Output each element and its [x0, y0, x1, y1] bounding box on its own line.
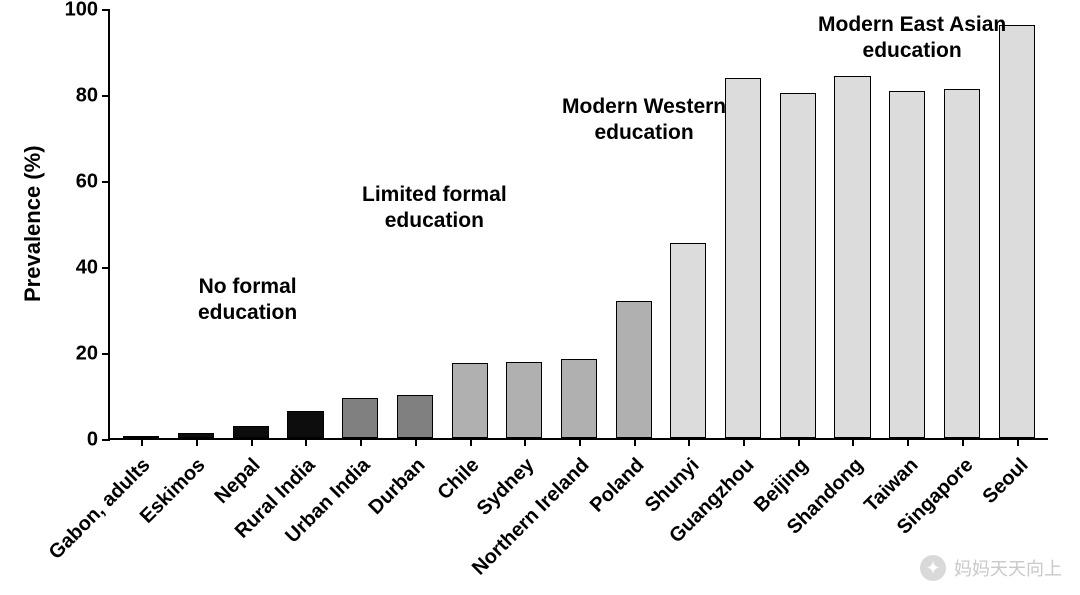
bar	[616, 301, 652, 438]
bar-slot	[989, 10, 1044, 438]
bar-slot	[606, 10, 661, 438]
bar	[342, 398, 378, 438]
bar	[506, 362, 542, 438]
watermark: ✦ 妈妈天天向上	[920, 555, 1062, 581]
bar	[834, 76, 870, 438]
x-tick	[524, 438, 526, 446]
bar	[452, 363, 488, 438]
bar	[999, 25, 1035, 438]
group-label: Modern Western education	[562, 94, 726, 147]
bar-slot	[825, 10, 880, 438]
y-tick-label: 40	[76, 257, 98, 280]
x-tick	[688, 438, 690, 446]
y-tick	[102, 9, 110, 11]
x-axis-labels: Gabon, adultsEskimosNepalRural IndiaUrba…	[108, 448, 1048, 588]
x-label-slot: Durban	[386, 448, 441, 588]
bar-slot	[716, 10, 771, 438]
x-tick	[305, 438, 307, 446]
group-label: Limited formal education	[362, 182, 507, 235]
y-tick	[102, 353, 110, 355]
y-tick-label: 0	[87, 429, 98, 452]
y-tick	[102, 95, 110, 97]
bar	[944, 89, 980, 438]
y-tick-label: 20	[76, 343, 98, 366]
x-tick	[798, 438, 800, 446]
x-tick	[196, 438, 198, 446]
x-tick	[907, 438, 909, 446]
y-tick	[102, 439, 110, 441]
bar-slot	[880, 10, 935, 438]
x-tick	[634, 438, 636, 446]
bar-slot	[223, 10, 278, 438]
x-tick	[415, 438, 417, 446]
x-tick	[579, 438, 581, 446]
chart-container: Prevalence (%) 020406080100No formal edu…	[30, 0, 1060, 580]
x-tick	[852, 438, 854, 446]
group-label: Modern East Asian education	[818, 12, 1006, 65]
watermark-icon: ✦	[920, 555, 946, 581]
x-tick	[360, 438, 362, 446]
y-tick	[102, 267, 110, 269]
x-tick	[470, 438, 472, 446]
bar-slot	[935, 10, 990, 438]
y-axis-label: Prevalence (%)	[20, 145, 46, 302]
bar	[287, 411, 323, 438]
y-tick-label: 100	[65, 0, 98, 22]
plot-area: 020406080100No formal educationLimited f…	[108, 10, 1048, 440]
bar-slot	[169, 10, 224, 438]
bar	[780, 93, 816, 438]
x-tick	[962, 438, 964, 446]
x-tick	[141, 438, 143, 446]
bar-slot	[552, 10, 607, 438]
group-label: No formal education	[198, 274, 297, 327]
bar	[889, 91, 925, 438]
bar-slot	[114, 10, 169, 438]
x-label-slot: Urban India	[331, 448, 386, 588]
x-tick	[1017, 438, 1019, 446]
x-label-slot: Shandong	[825, 448, 880, 588]
bars-row	[110, 10, 1048, 438]
x-tick	[251, 438, 253, 446]
bar-slot	[278, 10, 333, 438]
x-label-slot: Poland	[605, 448, 660, 588]
bar-slot	[770, 10, 825, 438]
bar	[670, 243, 706, 438]
x-axis-category-label: Chile	[434, 454, 485, 505]
bar	[725, 78, 761, 438]
bar	[233, 426, 269, 438]
y-tick-label: 80	[76, 85, 98, 108]
bar	[397, 395, 433, 438]
x-label-slot: Guangzhou	[715, 448, 770, 588]
x-label-slot: Eskimos	[167, 448, 222, 588]
y-tick	[102, 181, 110, 183]
bar	[561, 359, 597, 438]
x-label-slot: Northern Ireland	[551, 448, 606, 588]
watermark-text: 妈妈天天向上	[954, 555, 1062, 581]
bar-slot	[661, 10, 716, 438]
y-tick-label: 60	[76, 171, 98, 194]
x-tick	[743, 438, 745, 446]
